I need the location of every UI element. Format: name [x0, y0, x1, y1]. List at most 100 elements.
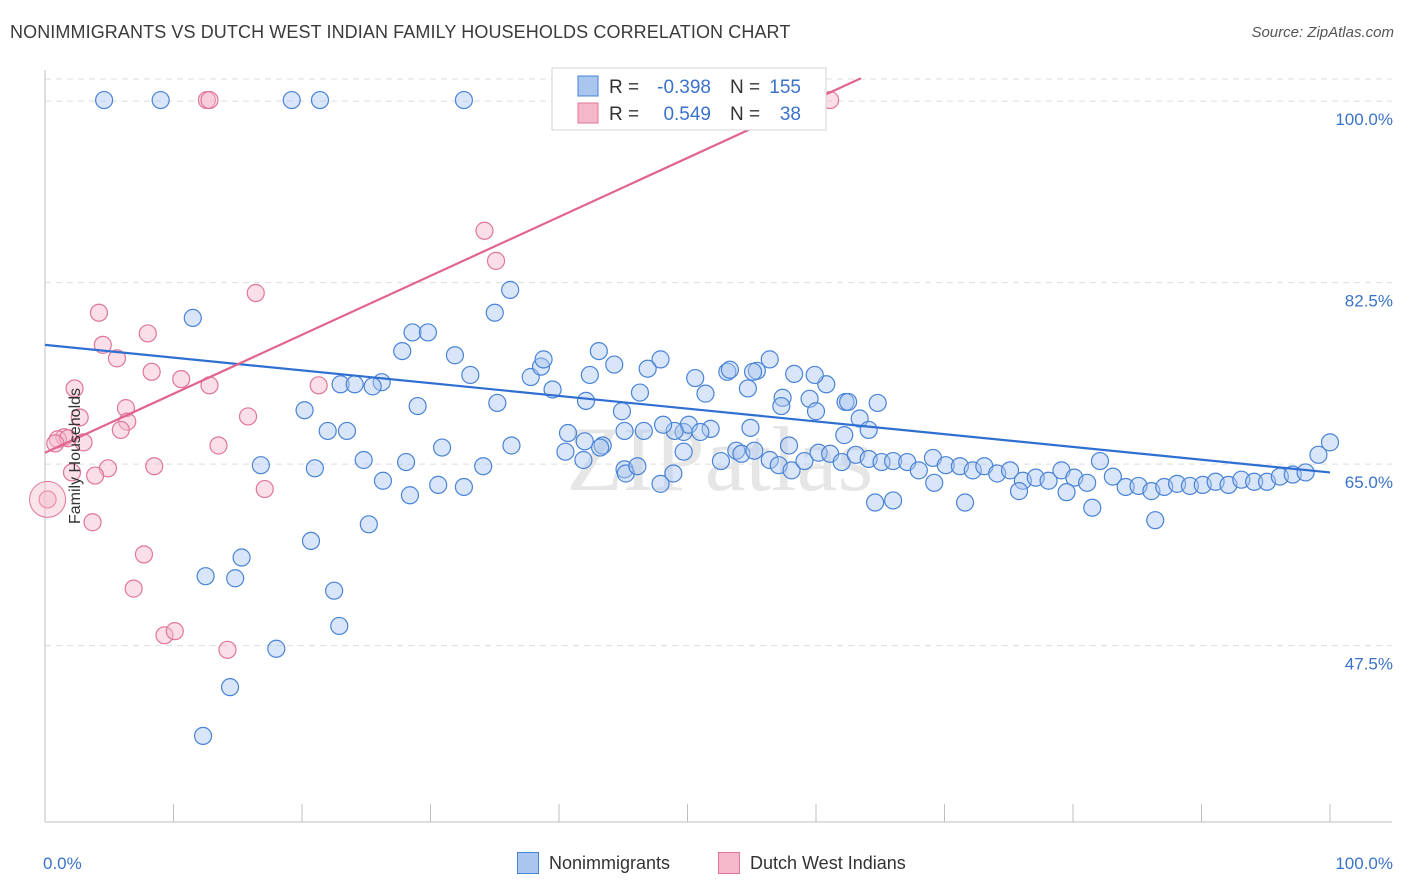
x-tick-label: 100.0% [1335, 854, 1393, 873]
point-nonimmigrants [795, 451, 814, 471]
point-nonimmigrants [772, 396, 791, 416]
point-nonimmigrants [400, 486, 420, 505]
point-nonimmigrants [1296, 463, 1315, 482]
point-dutch-west-indians [89, 303, 109, 322]
point-nonimmigrants [1309, 445, 1328, 464]
y-tick-label: 47.5% [1345, 655, 1393, 674]
point-nonimmigrants [295, 401, 314, 420]
point-nonimmigrants [429, 475, 448, 494]
series-nonimmigrants [95, 90, 1340, 746]
point-nonimmigrants [745, 441, 764, 460]
legend-swatch-pink [718, 852, 740, 874]
point-nonimmigrants [576, 391, 596, 410]
y-tick-label: 65.0% [1345, 473, 1393, 492]
legend-item-dutch-west-indians[interactable]: Dutch West Indians [718, 852, 906, 874]
point-nonimmigrants [866, 493, 885, 512]
legend-swatch-blue [517, 852, 539, 874]
point-nonimmigrants [664, 464, 683, 483]
point-nonimmigrants [638, 359, 657, 378]
stats-legend-swatch [577, 102, 599, 124]
point-dutch-west-indians [309, 376, 328, 395]
point-nonimmigrants [301, 531, 321, 551]
point-nonimmigrants [534, 350, 553, 369]
point-nonimmigrants [330, 616, 349, 636]
point-nonimmigrants [1009, 482, 1029, 501]
point-nonimmigrants [615, 421, 634, 441]
trend-lines [44, 77, 1331, 474]
stats-n-value: 38 [780, 104, 801, 125]
point-dutch-west-indians [200, 90, 219, 110]
point-nonimmigrants [720, 360, 740, 379]
point-dutch-west-indians [62, 463, 82, 482]
point-dutch-west-indians [218, 640, 237, 659]
point-nonimmigrants [359, 515, 378, 534]
point-nonimmigrants [674, 442, 693, 461]
point-nonimmigrants [1116, 477, 1135, 497]
point-nonimmigrants [593, 436, 612, 455]
bottom-legend: Nonimmigrants Dutch West Indians [0, 852, 1406, 878]
point-nonimmigrants [1146, 511, 1165, 530]
point-nonimmigrants [1245, 472, 1264, 491]
point-nonimmigrants [605, 355, 624, 374]
point-dutch-west-indians [475, 221, 494, 240]
point-nonimmigrants [785, 364, 804, 384]
point-nonimmigrants [282, 90, 301, 110]
point-nonimmigrants [1320, 433, 1340, 452]
point-nonimmigrants [232, 548, 251, 567]
series-dutch-west-indians [29, 90, 840, 659]
stats-n-label: N = [730, 77, 760, 98]
x-tick-label: 0.0% [43, 854, 82, 873]
point-nonimmigrants [883, 491, 903, 510]
point-nonimmigrants [331, 375, 350, 394]
point-nonimmigrants [196, 567, 215, 586]
stats-r-label: R = [609, 77, 639, 98]
point-nonimmigrants [805, 365, 824, 385]
point-nonimmigrants [741, 418, 760, 437]
point-nonimmigrants [718, 362, 737, 381]
point-nonimmigrants [651, 474, 670, 493]
point-dutch-west-indians [124, 579, 143, 598]
point-nonimmigrants [318, 421, 337, 441]
point-nonimmigrants [501, 280, 520, 299]
point-nonimmigrants [738, 379, 757, 398]
point-nonimmigrants [1090, 451, 1110, 471]
point-nonimmigrants [955, 493, 975, 512]
point-nonimmigrants [363, 377, 382, 396]
point-nonimmigrants [454, 477, 474, 497]
point-nonimmigrants [630, 383, 650, 402]
point-dutch-west-indians [65, 379, 84, 398]
legend-item-nonimmigrants[interactable]: Nonimmigrants [517, 852, 670, 874]
point-nonimmigrants [432, 438, 452, 457]
point-nonimmigrants [220, 678, 240, 697]
point-nonimmigrants [727, 441, 746, 460]
point-nonimmigrants [612, 402, 632, 421]
y-tick-label: 82.5% [1345, 292, 1393, 311]
point-nonimmigrants [589, 341, 608, 361]
point-nonimmigrants [556, 442, 575, 461]
point-nonimmigrants [651, 350, 670, 369]
point-nonimmigrants [543, 380, 562, 399]
point-nonimmigrants [418, 323, 438, 342]
point-nonimmigrants [151, 90, 170, 110]
point-nonimmigrants [832, 452, 851, 472]
point-nonimmigrants [445, 346, 465, 365]
chart-title: NONIMMIGRANTS VS DUTCH WEST INDIAN FAMIL… [10, 22, 791, 42]
point-nonimmigrants [591, 438, 610, 457]
point-nonimmigrants [305, 459, 324, 478]
point-nonimmigrants [310, 90, 330, 110]
point-dutch-west-indians [145, 457, 164, 476]
point-nonimmigrants [868, 393, 887, 413]
point-dutch-west-indians [83, 513, 102, 532]
point-nonimmigrants [839, 392, 858, 412]
point-nonimmigrants [711, 451, 731, 471]
point-dutch-west-indians [70, 408, 89, 427]
stats-legend-swatch [577, 75, 599, 97]
point-dutch-west-indians [111, 420, 130, 440]
point-nonimmigrants [1180, 476, 1200, 496]
point-nonimmigrants [580, 365, 599, 385]
point-nonimmigrants [373, 471, 393, 490]
trend-line-nonimmigrants [44, 343, 1331, 474]
point-nonimmigrants [779, 436, 799, 455]
point-dutch-west-indians [486, 251, 506, 270]
point-nonimmigrants [454, 90, 474, 110]
